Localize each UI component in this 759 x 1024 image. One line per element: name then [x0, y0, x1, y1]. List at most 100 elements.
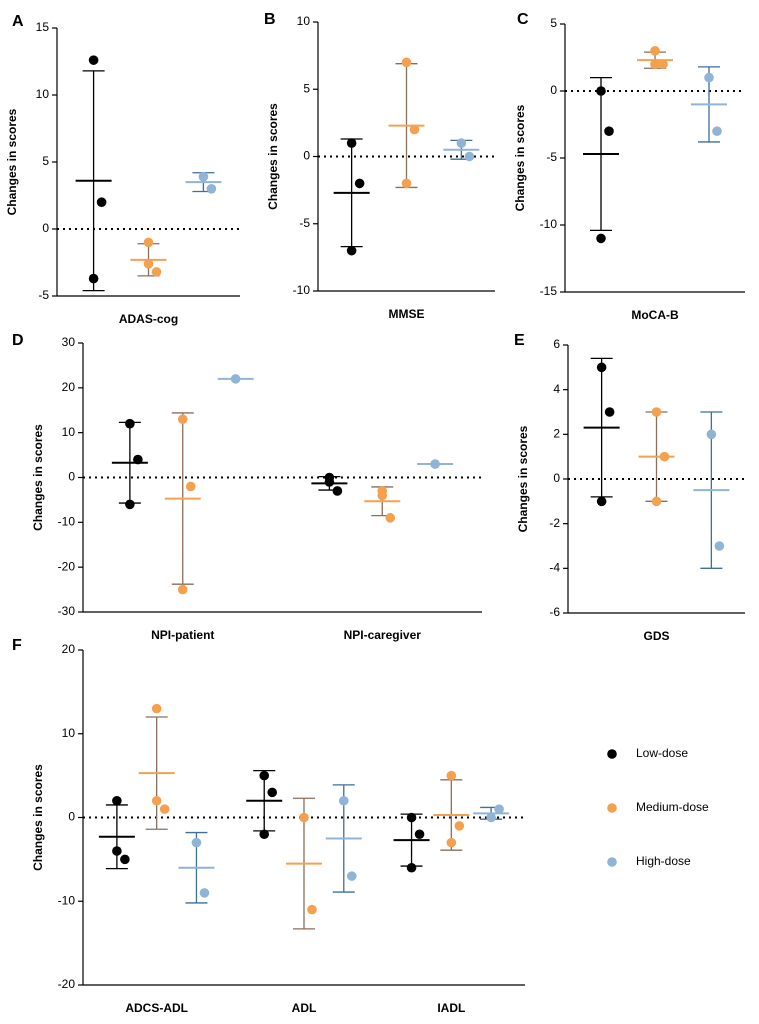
data-point	[206, 184, 217, 194]
data-point	[406, 812, 417, 823]
category-label: MMSE	[389, 307, 425, 321]
data-point	[125, 418, 135, 429]
data-point	[151, 795, 162, 806]
y-tick-label: 0	[550, 83, 557, 97]
data-point	[494, 804, 504, 814]
y-tick-label: -2	[549, 516, 560, 530]
data-point	[338, 795, 349, 806]
panel-label: E	[514, 332, 525, 349]
data-point	[151, 703, 162, 714]
data-point	[406, 862, 417, 873]
y-tick-label: -10	[58, 515, 76, 529]
category-label: ADAS-cog	[119, 312, 178, 326]
data-point	[299, 812, 309, 823]
y-tick-label: 20	[62, 380, 76, 394]
y-tick-label: 30	[62, 335, 76, 349]
legend-marker	[607, 749, 617, 759]
data-point	[185, 481, 196, 492]
data-point	[112, 795, 122, 806]
data-point	[259, 770, 270, 781]
data-point	[177, 584, 188, 595]
data-point	[464, 151, 475, 162]
y-tick-label: 0	[553, 471, 560, 485]
data-point	[125, 499, 135, 510]
y-tick-label: -6	[549, 605, 560, 619]
y-tick-label: -10	[58, 893, 76, 907]
data-point	[596, 86, 606, 96]
data-point	[401, 178, 412, 189]
data-point	[714, 541, 725, 551]
data-point	[346, 871, 357, 881]
panel-label: B	[264, 11, 276, 28]
data-point	[385, 513, 396, 523]
y-tick-label: 10	[297, 14, 311, 28]
data-point	[88, 273, 99, 284]
panel-label: D	[12, 332, 24, 349]
y-tick-label: 0	[42, 221, 49, 235]
y-tick-label: -30	[58, 604, 76, 618]
legend-label: Medium-dose	[636, 800, 709, 814]
category-label: MoCA-B	[631, 308, 679, 322]
y-axis-label: Changes in scores	[266, 103, 280, 210]
data-point	[198, 171, 209, 182]
y-tick-label: -5	[38, 288, 49, 302]
y-tick-label: 15	[36, 20, 50, 34]
data-point	[446, 837, 457, 848]
data-point	[456, 138, 467, 148]
y-tick-label: -10	[540, 217, 558, 231]
y-tick-label: -20	[58, 559, 76, 573]
legend-marker	[607, 803, 617, 813]
data-point	[377, 490, 388, 501]
data-point	[658, 59, 668, 69]
y-tick-label: 0	[68, 470, 75, 484]
data-point	[159, 804, 170, 814]
y-axis-label: Changes in scores	[513, 104, 527, 211]
panel-label: F	[12, 637, 22, 654]
legend-label: High-dose	[636, 854, 691, 868]
data-point	[401, 57, 412, 68]
data-point	[604, 126, 614, 136]
data-point	[267, 787, 278, 798]
data-point	[133, 454, 143, 465]
y-tick-label: 5	[303, 81, 310, 95]
y-tick-label: 0	[68, 810, 75, 824]
y-tick-label: -5	[299, 216, 310, 230]
data-point	[706, 429, 717, 440]
data-point	[151, 267, 162, 277]
category-label: ADL	[292, 1001, 317, 1015]
data-point	[651, 496, 662, 507]
y-tick-label: 2	[553, 427, 560, 441]
data-point	[120, 854, 130, 865]
category-label: IADL	[437, 1001, 465, 1015]
data-point	[230, 374, 241, 384]
data-point	[259, 829, 270, 840]
data-point	[409, 124, 420, 135]
y-tick-label: 0	[303, 149, 310, 163]
legend-marker	[607, 857, 617, 867]
data-point	[177, 414, 188, 425]
data-point	[354, 178, 365, 189]
data-point	[96, 197, 107, 207]
data-point	[712, 126, 722, 136]
data-point	[191, 837, 202, 848]
category-label: NPI-caregiver	[344, 628, 422, 642]
data-point	[596, 233, 606, 244]
y-axis-label: Changes in scores	[31, 764, 45, 871]
y-tick-label: -15	[540, 284, 558, 298]
y-axis-label: Changes in scores	[516, 425, 530, 532]
data-point	[651, 407, 662, 417]
data-point	[454, 821, 465, 831]
data-point	[446, 770, 457, 781]
data-point	[346, 245, 357, 256]
data-point	[659, 451, 670, 462]
data-point	[112, 846, 122, 856]
data-point	[143, 259, 154, 269]
y-tick-label: 5	[42, 154, 49, 168]
data-point	[596, 496, 607, 507]
y-tick-label: -20	[58, 977, 76, 991]
y-tick-label: -5	[546, 150, 557, 164]
data-point	[596, 362, 607, 373]
y-tick-label: -10	[293, 283, 311, 297]
y-tick-label: 4	[553, 382, 560, 396]
